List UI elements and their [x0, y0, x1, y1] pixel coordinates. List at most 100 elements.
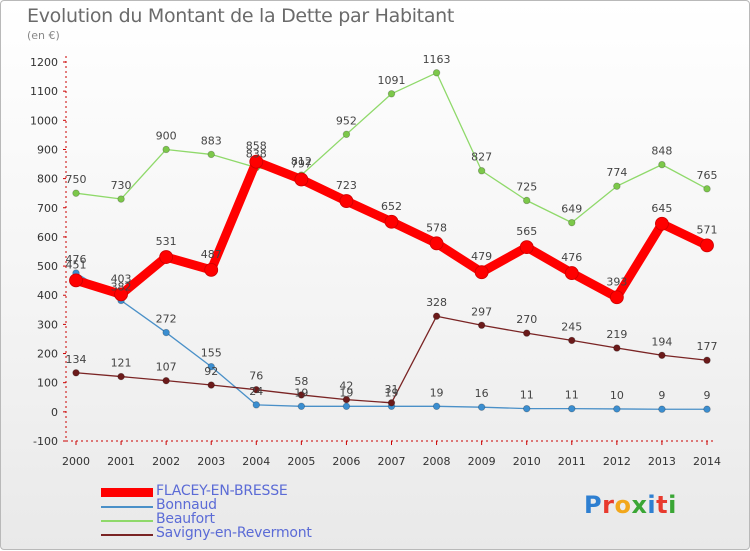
data-point-flacey-en-bresse: [114, 287, 128, 302]
legend-swatch: [101, 488, 153, 497]
data-label: 393: [606, 275, 627, 288]
data-point-savigny-en-revermont: [72, 369, 80, 377]
y-tick-label: -100: [33, 435, 58, 448]
proxiti-logo: Proxiti: [584, 491, 677, 519]
y-tick-label: 800: [37, 173, 58, 186]
x-tick-label: 2005: [287, 455, 315, 468]
data-label: 479: [471, 250, 492, 263]
legend-swatch: [101, 534, 153, 536]
data-label: 11: [565, 389, 579, 402]
x-tick-label: 2002: [152, 455, 180, 468]
data-point-flacey-en-bresse: [249, 154, 264, 169]
data-point-beaufort: [568, 218, 576, 227]
data-label: 19: [430, 386, 444, 399]
logo-letter: r: [602, 491, 615, 519]
legend-swatch: [101, 506, 153, 508]
data-label: 900: [156, 129, 177, 142]
data-label: 476: [66, 253, 87, 266]
data-label: 451: [66, 258, 87, 271]
data-point-flacey-en-bresse: [429, 236, 444, 251]
data-point-bonnaud: [523, 404, 531, 413]
x-tick-label: 2007: [378, 455, 406, 468]
data-label: 19: [385, 386, 399, 399]
data-point-beaufort: [658, 160, 666, 169]
x-tick-label: 2011: [558, 455, 586, 468]
data-point-flacey-en-bresse: [474, 265, 489, 280]
data-label: 765: [697, 169, 718, 182]
data-point-beaufort: [477, 167, 486, 175]
data-labels: 476 382 272 155 24 19 19 19 19 16 11 11 10 9 9 750 730 90…: [66, 53, 718, 402]
data-label: 9: [704, 389, 711, 402]
data-point-flacey-en-bresse: [204, 262, 219, 277]
data-label: 565: [516, 225, 537, 238]
data-point-bonnaud: [342, 402, 351, 411]
data-label: 774: [606, 166, 627, 179]
data-point-flacey-en-bresse: [564, 266, 579, 280]
data-label: 797: [291, 157, 312, 170]
data-label: 272: [156, 313, 177, 326]
data-point-savigny-en-revermont: [207, 381, 215, 389]
data-point-beaufort: [523, 196, 531, 205]
data-label: 578: [426, 221, 447, 234]
data-point-savigny-en-revermont: [703, 356, 711, 364]
data-label: 177: [697, 340, 718, 353]
data-label: 1091: [378, 74, 406, 87]
data-label: 848: [651, 145, 672, 158]
y-tick-label: 700: [37, 202, 58, 215]
chart-title: Evolution du Montant de la Dette par Hab…: [27, 5, 455, 27]
logo-letter: P: [584, 491, 603, 519]
data-label: 645: [651, 202, 672, 215]
x-tick-label: 2001: [107, 455, 135, 468]
data-point-bonnaud: [297, 402, 306, 411]
data-label: 219: [606, 328, 627, 341]
logo-letter: t: [656, 491, 669, 519]
data-point-savigny-en-revermont: [523, 329, 531, 337]
data-label: 725: [516, 180, 537, 193]
data-label: 107: [156, 361, 177, 374]
x-tick-label: 2013: [648, 455, 676, 468]
data-point-savigny-en-revermont: [387, 399, 396, 407]
legend-label: Savigny-en-Revermont: [156, 525, 312, 541]
data-point-savigny-en-revermont: [432, 312, 441, 320]
data-label: 92: [204, 365, 218, 378]
data-point-bonnaud: [162, 328, 170, 337]
data-label: 382: [111, 280, 132, 293]
legend-label: Beaufort: [156, 511, 215, 527]
data-point-savigny-en-revermont: [568, 336, 576, 345]
data-label: 270: [516, 313, 537, 326]
data-point-flacey-en-bresse: [655, 216, 669, 231]
data-point-savigny-en-revermont: [477, 321, 486, 329]
data-point-flacey-en-bresse: [519, 240, 534, 255]
y-tick-label: 1000: [30, 114, 58, 127]
data-point-savigny-en-revermont: [658, 351, 666, 359]
legend-label: Bonnaud: [156, 497, 217, 513]
data-label: 31: [385, 383, 399, 396]
data-label: 1163: [423, 53, 451, 66]
data-label: 11: [520, 389, 534, 402]
data-label: 403: [111, 272, 132, 285]
data-label: 487: [201, 248, 222, 261]
data-point-beaufort: [72, 189, 80, 197]
data-label: 19: [294, 386, 308, 399]
data-point-savigny-en-revermont: [342, 395, 351, 404]
data-label: 297: [471, 305, 492, 318]
data-point-flacey-en-bresse: [339, 194, 354, 208]
data-point-beaufort: [162, 145, 170, 154]
data-label: 121: [111, 357, 132, 370]
data-point-beaufort: [613, 182, 621, 190]
legend-swatch: [101, 520, 153, 522]
data-label: 750: [66, 173, 87, 186]
data-label: 723: [336, 179, 357, 192]
unit-label: (en €): [27, 29, 60, 42]
data-point-savigny-en-revermont: [162, 376, 170, 385]
data-label: 952: [336, 114, 357, 127]
logo-letter: o: [614, 491, 632, 519]
data-point-bonnaud: [477, 403, 486, 411]
x-tick-label: 2008: [423, 455, 451, 468]
data-label: 9: [658, 389, 665, 402]
data-label: 812: [291, 155, 312, 168]
data-label: 827: [471, 151, 492, 164]
data-label: 571: [697, 223, 718, 236]
y-tick-label: 300: [37, 318, 58, 331]
